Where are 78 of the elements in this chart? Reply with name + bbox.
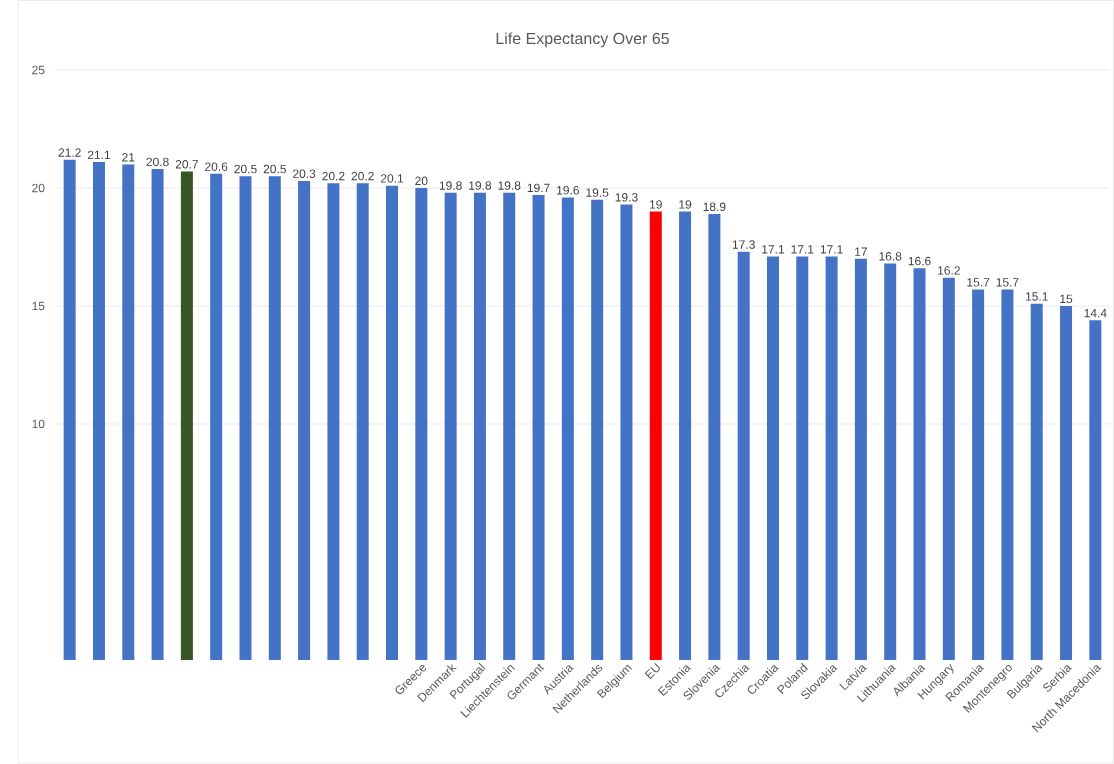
bar (444, 192, 457, 660)
bar (620, 204, 633, 660)
data-label: 19.8 (439, 181, 462, 190)
bar (766, 256, 779, 660)
bar (63, 159, 76, 660)
bar (298, 180, 311, 660)
bar (913, 268, 926, 660)
bar (268, 176, 281, 660)
data-label: 17.3 (732, 240, 755, 249)
bar (825, 256, 838, 660)
bar (972, 289, 985, 660)
data-label: 19.8 (498, 181, 521, 190)
data-label: 15.7 (967, 278, 990, 287)
bar (1001, 289, 1014, 660)
data-label: 14.4 (1084, 308, 1107, 318)
bar (591, 199, 604, 660)
bar (561, 197, 574, 660)
data-label: 16.2 (938, 266, 960, 275)
bar (327, 183, 340, 660)
data-label: 19.8 (469, 181, 492, 190)
bar (737, 251, 750, 660)
bar (473, 192, 486, 660)
data-label: 21.2 (58, 148, 81, 157)
data-label: 19 (650, 200, 662, 209)
bar (854, 258, 867, 660)
data-label: 20 (415, 176, 428, 186)
bar (210, 173, 223, 660)
bar (1060, 305, 1073, 660)
data-label: 19.3 (615, 193, 638, 202)
bar (1089, 320, 1102, 660)
data-label: 21 (122, 153, 135, 162)
bar (356, 183, 369, 660)
data-label: 19.7 (527, 183, 550, 193)
data-label: 20.5 (263, 164, 286, 174)
data-label: 18.9 (703, 202, 726, 212)
data-label: 15 (1060, 294, 1073, 304)
chart-title: Life Expectancy Over 65 (496, 32, 669, 48)
y-tick-label: 25 (32, 65, 45, 75)
bar (884, 263, 897, 660)
bar (415, 188, 428, 660)
data-label: 20.3 (293, 169, 316, 178)
data-label: 17.1 (820, 245, 843, 254)
bar (122, 164, 135, 660)
data-label: 20.1 (380, 174, 404, 183)
data-label: 17.1 (791, 245, 814, 254)
data-label: 20.2 (351, 171, 374, 181)
bar (92, 162, 105, 660)
bar (386, 185, 399, 660)
data-label: 17 (855, 247, 867, 256)
data-label: 16.8 (879, 252, 902, 261)
bar (796, 256, 809, 660)
data-label: 15.7 (996, 278, 1019, 287)
data-label: 20.6 (205, 162, 228, 171)
bar (649, 211, 662, 660)
bar (679, 211, 692, 660)
bar (503, 192, 516, 660)
data-label: 17.1 (762, 245, 785, 254)
bar (1030, 303, 1043, 660)
y-tick-label: 20 (32, 183, 45, 193)
y-tick-label: 10 (32, 419, 45, 429)
data-label: 20.7 (175, 160, 198, 169)
bar (180, 171, 193, 660)
bar (239, 176, 252, 660)
y-tick-label: 15 (32, 301, 45, 311)
data-label: 19.5 (586, 188, 609, 197)
data-label: 20.8 (146, 157, 169, 167)
data-label: 15.1 (1025, 292, 1048, 301)
data-label: 20.2 (322, 171, 345, 181)
bar (942, 277, 955, 660)
data-label: 16.6 (908, 256, 931, 266)
bar (532, 195, 545, 660)
data-label: 19.6 (557, 186, 579, 195)
data-label: 21.1 (87, 150, 111, 160)
bar (708, 213, 721, 660)
data-label: 20.5 (234, 164, 257, 174)
x-tick-label: EU (644, 662, 660, 680)
bar (151, 169, 164, 660)
data-label: 19 (679, 200, 692, 209)
